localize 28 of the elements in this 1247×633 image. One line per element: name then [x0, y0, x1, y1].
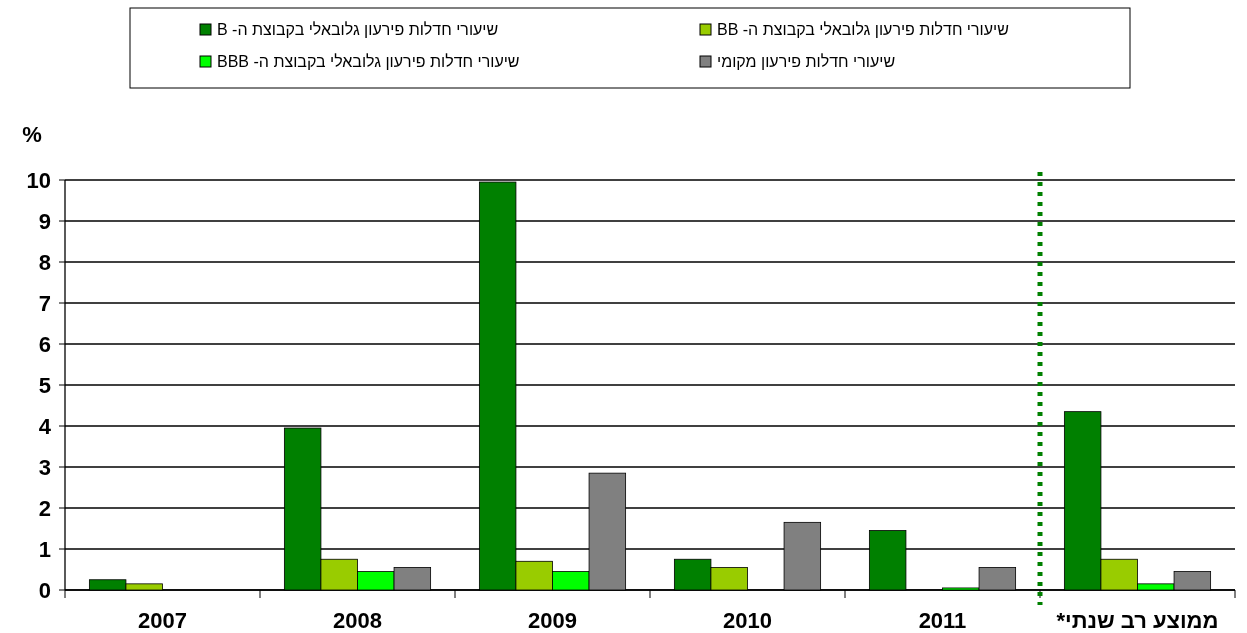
bar: [1100, 558, 1138, 591]
legend-label: שיעורי חדלות פירעון גלובאלי בקבוצת ה- B: [217, 21, 499, 38]
x-tick-label: ממוצע רב שנתי*: [1056, 608, 1219, 633]
y-tick-label: 9: [38, 209, 51, 234]
y-axis-title: %: [22, 122, 42, 147]
x-tick-label: 2010: [723, 608, 772, 633]
bar: [320, 558, 358, 591]
y-tick-label: 5: [38, 373, 51, 398]
bar: [552, 571, 590, 591]
bar: [515, 560, 553, 591]
y-tick-label: 0: [38, 578, 51, 603]
y-tick-label: 2: [38, 496, 51, 521]
y-tick-label: 8: [38, 250, 51, 275]
x-tick-label: 2007: [138, 608, 187, 633]
y-tick-label: 6: [38, 332, 51, 357]
legend-label: שיעורי חדלות פירעון גלובאלי בקבוצת ה- BBB: [217, 53, 520, 70]
y-tick-label: 3: [38, 455, 51, 480]
legend-label: שיעורי חדלות פירעון גלובאלי בקבוצת ה- BB: [717, 21, 1009, 38]
legend-label: שיעורי חדלות פירעון מקומי: [717, 53, 896, 70]
y-tick-label: 1: [38, 537, 51, 562]
x-tick-label: 2008: [333, 608, 382, 633]
bar: [1137, 583, 1175, 591]
x-tick-label: 2009: [528, 608, 577, 633]
y-tick-label: 10: [26, 168, 51, 193]
x-tick-label: 2011: [918, 608, 967, 633]
y-tick-label: 4: [38, 414, 52, 439]
y-tick-label: 7: [38, 291, 51, 316]
bar: [357, 571, 395, 591]
